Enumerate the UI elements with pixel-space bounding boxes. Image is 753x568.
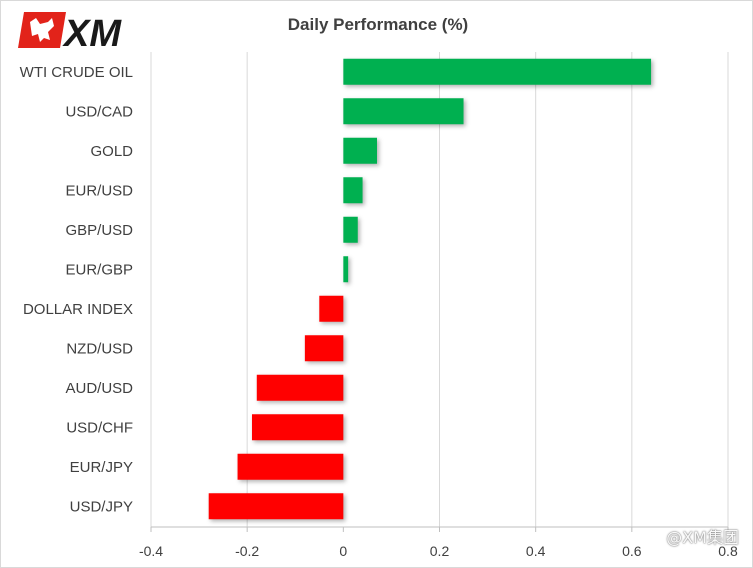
x-tick-labels: -0.4 -0.2 0 0.2 0.4 0.6 0.8 [139,527,738,559]
bar [251,414,344,441]
gridlines [150,52,729,527]
category-label: DOLLAR INDEX [23,301,133,318]
bar [208,493,344,520]
x-tick-label: -0.4 [139,543,163,559]
xm-logo: XM [18,12,122,52]
chart-title: Daily Performance (%) [288,15,468,34]
bar [343,216,358,243]
xm-logo-text: XM [62,13,122,52]
bar [237,453,344,480]
category-label: EUR/GBP [65,261,133,278]
bar [343,177,363,204]
category-label: NZD/USD [66,340,133,357]
bar [343,58,652,85]
category-label: WTI CRUDE OIL [20,64,133,81]
category-label: GBP/USD [65,222,133,239]
x-tick-label: 0.6 [622,543,642,559]
category-label: EUR/USD [65,182,133,199]
bull-icon [30,18,54,42]
x-tick-label: 0.8 [718,543,738,559]
category-label: USD/CHF [66,419,133,436]
category-label: EUR/JPY [70,459,133,476]
bars [208,58,652,520]
category-label: AUD/USD [65,380,133,397]
bar [343,256,349,283]
category-label: GOLD [90,143,133,160]
bar [256,374,344,401]
x-tick-label: 0 [339,543,347,559]
bar [343,98,464,125]
bar [319,295,344,322]
x-tick-label: 0.2 [430,543,450,559]
x-tick-label: 0.4 [526,543,546,559]
category-labels: WTI CRUDE OIL USD/CAD GOLD EUR/USD GBP/USD EU… [20,64,134,516]
bar [343,137,377,164]
watermark: @XM集团 [666,528,739,547]
bar [304,335,344,362]
category-label: USD/JPY [70,498,133,515]
category-label: USD/CAD [65,103,133,120]
x-tick-label: -0.2 [235,543,259,559]
